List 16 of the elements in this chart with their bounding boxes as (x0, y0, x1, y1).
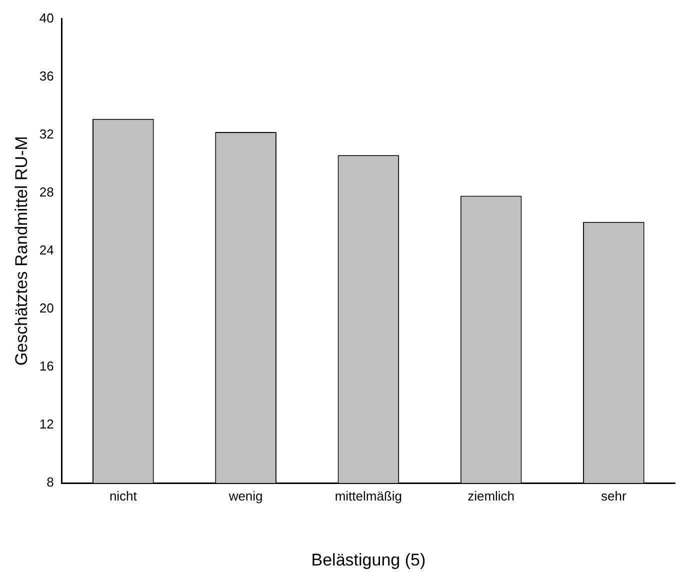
y-tick-label: 16 (39, 358, 54, 374)
x-tick-label: ziemlich (468, 488, 515, 504)
y-tick-label: 28 (39, 184, 54, 200)
y-tick-label: 12 (39, 416, 54, 432)
y-tick-label: 20 (39, 300, 54, 316)
x-axis-title: Belästigung (5) (311, 550, 426, 570)
y-axis-title: Geschätztes Randmittel RU-M (12, 136, 31, 366)
x-tick-label: sehr (601, 488, 627, 504)
x-tick-label: nicht (109, 488, 138, 504)
x-tick-label: mittelmäßig (334, 488, 402, 504)
y-tick-label: 24 (39, 242, 54, 258)
x-tick-label: wenig (228, 488, 263, 504)
y-tick-label: 40 (39, 10, 54, 26)
y-tick-label: 32 (39, 126, 54, 142)
y-tick-label: 8 (46, 474, 54, 490)
y-tick-label: 36 (39, 68, 54, 84)
